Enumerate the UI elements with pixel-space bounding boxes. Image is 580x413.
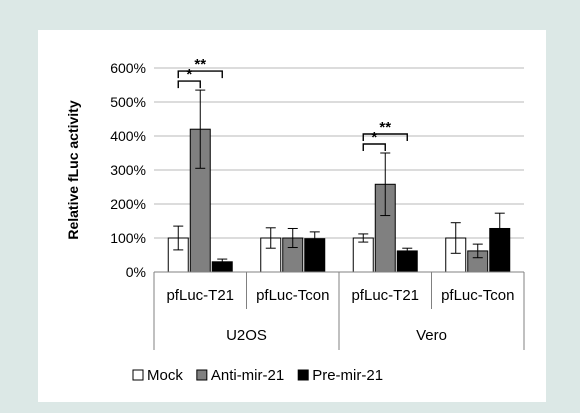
significance-bracket [177,70,223,79]
y-tick-label: 600% [110,60,146,76]
significance-label: * [186,66,192,83]
significance-bracket [362,143,386,151]
y-tick-label: 0% [126,264,146,280]
x-category-label: pfLuc-Tcon [256,287,329,304]
significance-label: ** [379,119,391,136]
significance-label: ** [194,56,206,73]
chart-frame: 0% 100% 200% 300% 400% 500% 600% Relative fLuc … [38,30,546,402]
y-tick-label: 200% [110,196,146,212]
legend-label: Anti-mir-21 [211,367,284,384]
legend-swatch [196,369,208,381]
x-group-label: Vero [416,327,447,344]
y-tick-label: 400% [110,128,146,144]
x-category-label: pfLuc-T21 [166,287,234,304]
y-axis-label: Relative fLuc activity [65,100,81,239]
x-category-label: pfLuc-Tcon [441,287,514,304]
legend-label: Pre-mir-21 [312,367,383,384]
bar-chart: 0% 100% 200% 300% 400% 500% 600% Relative fLuc … [65,56,525,384]
significance-bracket [177,80,201,89]
significance-label: * [371,129,377,146]
significance-bracket [362,133,408,141]
y-tick-label: 100% [110,230,146,246]
x-group-label: U2OS [226,327,267,344]
y-tick-label: 500% [110,94,146,110]
x-category-label: pfLuc-T21 [351,287,419,304]
legend-label: Mock [147,367,183,384]
y-tick-label: 300% [110,162,146,178]
legend-swatch [297,369,309,381]
legend-swatch [132,369,144,381]
bar-mock [352,237,374,273]
